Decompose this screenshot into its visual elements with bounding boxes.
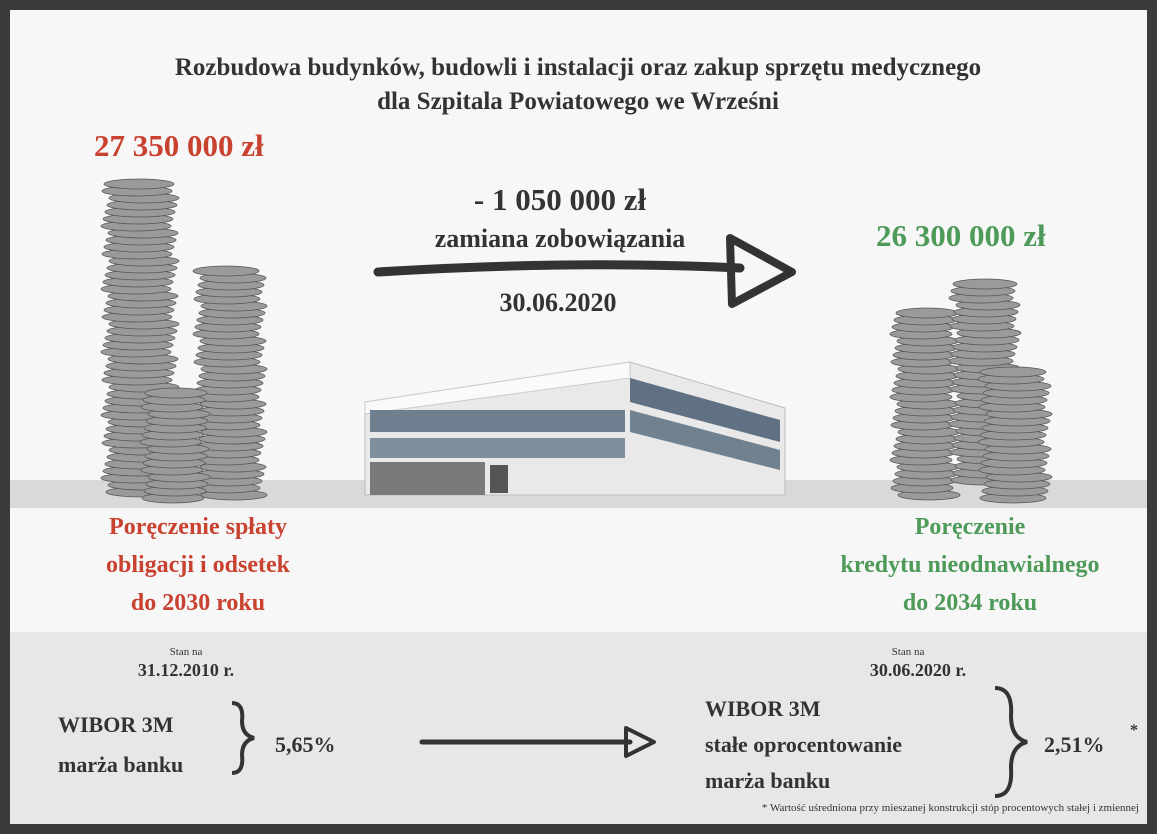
caption-left: Poręczenie spłaty bbox=[109, 514, 287, 541]
rate-item: marża banku bbox=[58, 752, 183, 778]
rate-item: WIBOR 3M bbox=[58, 712, 174, 738]
caption-right: kredytu nieodnawialnego bbox=[841, 552, 1100, 579]
title: dla Szpitala Powiatowego we Wrześni bbox=[377, 88, 779, 116]
rate-item: stałe oprocentowanie bbox=[705, 732, 902, 758]
rate-item: marża banku bbox=[705, 768, 830, 794]
coin bbox=[980, 367, 1046, 377]
coin-stacks-left bbox=[101, 179, 267, 503]
building bbox=[365, 362, 785, 495]
state-label: Stan na bbox=[170, 646, 203, 658]
caption-left: obligacji i odsetek bbox=[106, 552, 290, 579]
change-date: 30.06.2020 bbox=[500, 288, 617, 318]
caption-right: Poręczenie bbox=[915, 514, 1026, 541]
coin bbox=[145, 388, 207, 398]
canvas: Rozbudowa budynków, budowli i instalacji… bbox=[10, 10, 1147, 824]
coin-stacks-right bbox=[890, 279, 1052, 503]
coin bbox=[104, 179, 174, 189]
rate-item: WIBOR 3M bbox=[705, 696, 821, 722]
caption-left: do 2030 roku bbox=[131, 590, 265, 617]
state-label: Stan na bbox=[892, 646, 925, 658]
infographic: Rozbudowa budynków, budowli i instalacji… bbox=[0, 0, 1157, 834]
state-date: 30.06.2020 r. bbox=[870, 660, 966, 681]
change-label: zamiana zobowiązania bbox=[435, 224, 686, 254]
coin bbox=[193, 266, 259, 276]
change: - 1 050 000 zł bbox=[474, 182, 646, 218]
state-date: 31.12.2010 r. bbox=[138, 660, 234, 681]
amount-right: 26 300 000 zł bbox=[876, 218, 1046, 254]
footnote: * Wartość uśredniona przy mieszanej kons… bbox=[762, 802, 1139, 814]
rate-mark: * bbox=[1130, 722, 1138, 740]
caption-right: do 2034 roku bbox=[903, 590, 1037, 617]
title: Rozbudowa budynków, budowli i instalacji… bbox=[175, 54, 981, 82]
amount-left: 27 350 000 zł bbox=[94, 128, 264, 164]
coin bbox=[953, 279, 1017, 289]
rate: 2,51% bbox=[1044, 732, 1105, 758]
coin bbox=[896, 308, 958, 318]
rate: 5,65% bbox=[275, 732, 336, 758]
